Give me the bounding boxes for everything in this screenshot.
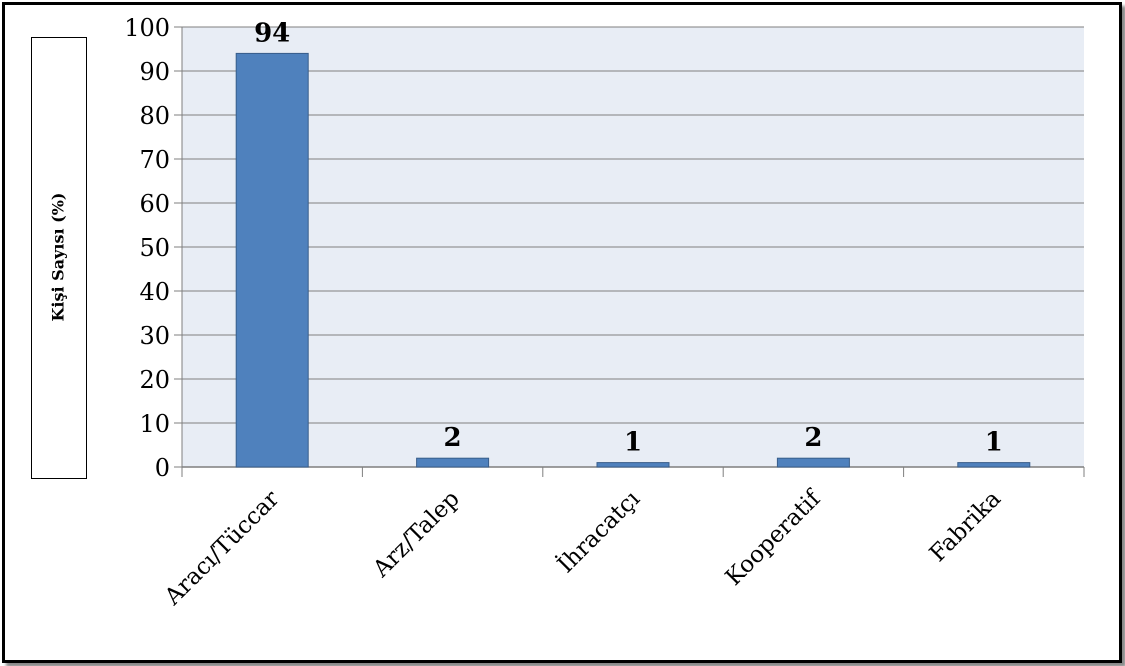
bar-1 bbox=[235, 52, 309, 468]
y-tick-label: 50 bbox=[139, 234, 170, 262]
bar-3 bbox=[596, 462, 670, 468]
category-label-3: İhracatçı bbox=[552, 485, 645, 578]
y-tick-label: 80 bbox=[139, 102, 170, 130]
bar-2 bbox=[416, 457, 490, 468]
category-label-1: Aracı/Tüccar bbox=[159, 486, 284, 611]
y-axis-label-box bbox=[31, 37, 87, 479]
y-tick-label: 20 bbox=[139, 366, 170, 394]
data-label-3: 1 bbox=[624, 428, 642, 458]
bar-5 bbox=[957, 462, 1031, 468]
y-tick-label: 10 bbox=[139, 410, 170, 438]
y-tick-label: 40 bbox=[139, 278, 170, 306]
bar-4 bbox=[776, 457, 850, 468]
y-tick-label: 30 bbox=[139, 322, 170, 350]
y-tick-label: 60 bbox=[139, 190, 170, 218]
y-tick-label: 0 bbox=[155, 454, 170, 482]
y-tick-label: 90 bbox=[139, 58, 170, 86]
data-label-2: 2 bbox=[444, 423, 462, 453]
category-label-5: Fabrika bbox=[925, 486, 1006, 567]
y-tick-label: 100 bbox=[124, 14, 170, 42]
data-label-5: 1 bbox=[985, 428, 1003, 458]
category-label-4: Kooperatif bbox=[721, 485, 827, 591]
category-label-2: Arz/Talep bbox=[368, 486, 465, 583]
data-label-4: 2 bbox=[804, 423, 822, 453]
data-label-1: 94 bbox=[254, 18, 290, 48]
y-tick-label: 70 bbox=[139, 146, 170, 174]
